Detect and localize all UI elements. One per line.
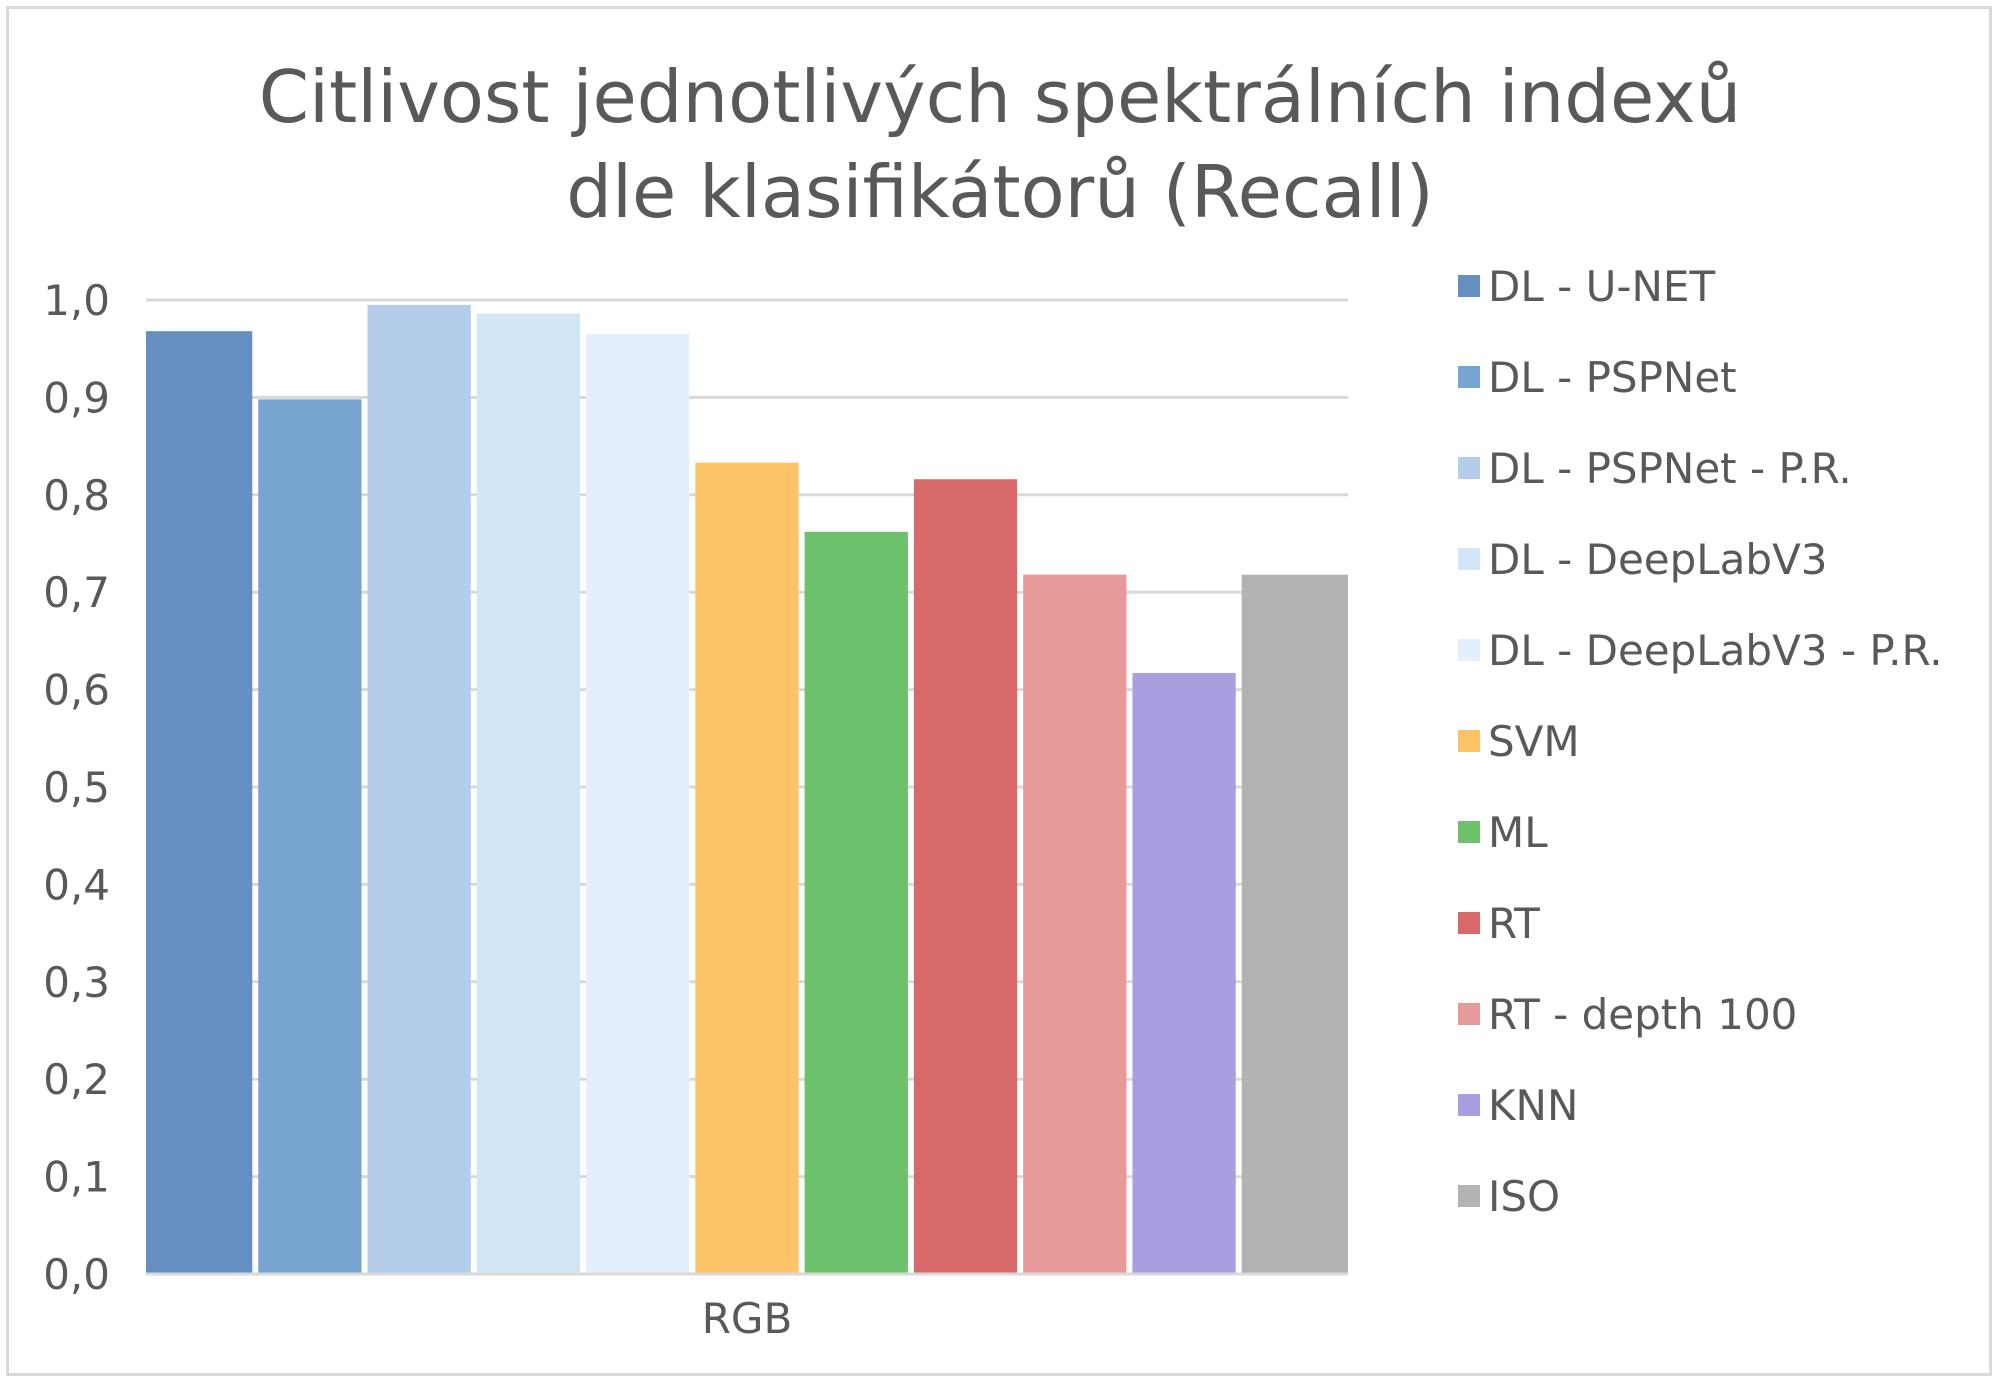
y-tick-label: 0,8 <box>43 471 110 520</box>
chart-title-line-1: Citlivost jednotlivých spektrálních inde… <box>259 55 1742 139</box>
bar-ml <box>804 531 908 1274</box>
legend-label: SVM <box>1488 717 1580 766</box>
legend-swatch <box>1458 821 1480 843</box>
legend-swatch <box>1458 1003 1480 1025</box>
chart-title: Citlivost jednotlivých spektrálních inde… <box>259 55 1742 234</box>
y-tick-label: 0,7 <box>43 568 110 617</box>
x-category-label: RGB <box>702 1294 793 1343</box>
legend-swatch <box>1458 275 1480 297</box>
legend-label: DL - DeepLabV3 - P.R. <box>1488 626 1943 675</box>
bar-dl-deeplabv3-p-r <box>586 334 690 1275</box>
y-tick-label: 0,4 <box>43 860 110 909</box>
legend-swatch <box>1458 639 1480 661</box>
legend-swatch <box>1458 912 1480 934</box>
legend-label: DL - U-NET <box>1488 262 1715 311</box>
legend-label: RT - depth 100 <box>1488 990 1797 1039</box>
y-tick-label: 0,2 <box>43 1055 110 1104</box>
y-tick-label: 1,0 <box>43 276 110 325</box>
legend-swatch <box>1458 730 1480 752</box>
bar-dl-u-net <box>146 331 253 1275</box>
bar-dl-pspnet-p-r <box>367 304 471 1274</box>
bar-dl-pspnet <box>258 399 362 1274</box>
bar-dl-deeplabv3 <box>476 313 581 1274</box>
bars <box>146 304 1348 1275</box>
legend-label: DL - PSPNet <box>1488 353 1737 402</box>
y-tick-label: 0,0 <box>43 1250 110 1299</box>
legend-swatch <box>1458 366 1480 388</box>
bar-rt <box>913 479 1018 1274</box>
legend-swatch <box>1458 1094 1480 1116</box>
y-tick-label: 0,6 <box>43 666 110 715</box>
y-tick-label: 0,1 <box>43 1153 110 1202</box>
y-axis-tick-labels: 0,0 0,1 0,2 0,3 0,4 0,5 0,6 0,7 0,8 0,9 1,0 <box>43 276 110 1299</box>
legend-label: DL - DeepLabV3 <box>1488 535 1828 584</box>
legend-label: RT <box>1488 899 1540 948</box>
bar-svm <box>695 462 799 1275</box>
bar-rt-depth-100 <box>1023 574 1127 1274</box>
bar-iso <box>1241 574 1348 1274</box>
y-tick-label: 0,9 <box>43 373 110 422</box>
legend-label: ML <box>1488 808 1548 857</box>
legend-swatch <box>1458 548 1480 570</box>
legend-swatch <box>1458 1185 1480 1207</box>
chart-title-line-2: dle klasifikátorů (Recall) <box>566 150 1434 234</box>
legend-label: KNN <box>1488 1081 1578 1130</box>
legend-label: ISO <box>1488 1172 1560 1221</box>
x-axis-category-labels: RGB <box>702 1294 793 1343</box>
bar-knn <box>1132 673 1236 1274</box>
legend-swatch <box>1458 457 1480 479</box>
y-tick-label: 0,5 <box>43 763 110 812</box>
y-tick-label: 0,3 <box>43 958 110 1007</box>
legend-label: DL - PSPNet - P.R. <box>1488 444 1852 493</box>
legend: DL - U-NET DL - PSPNet DL - PSPNet - P.R. D… <box>1458 262 1943 1221</box>
